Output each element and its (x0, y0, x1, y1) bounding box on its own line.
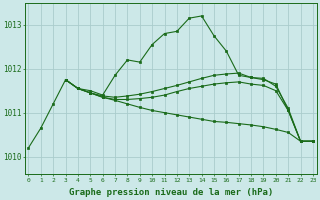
X-axis label: Graphe pression niveau de la mer (hPa): Graphe pression niveau de la mer (hPa) (68, 188, 273, 197)
